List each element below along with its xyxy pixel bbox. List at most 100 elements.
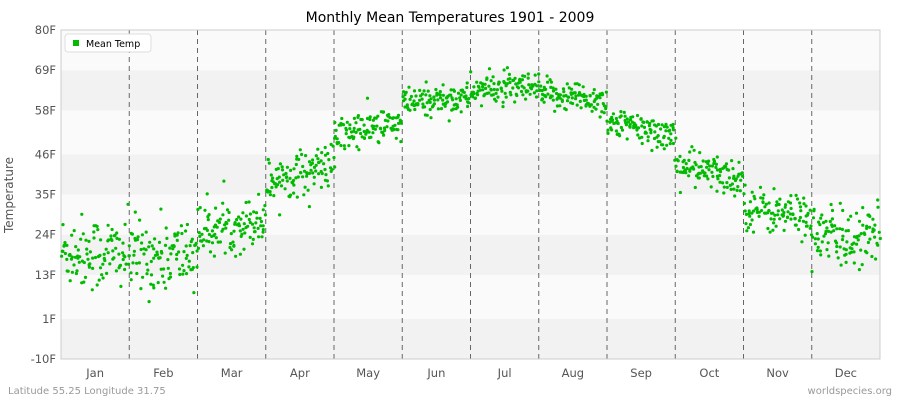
data-point (142, 252, 146, 256)
data-point (261, 230, 265, 234)
data-point (860, 263, 864, 267)
data-point (425, 101, 429, 105)
data-point (738, 189, 742, 193)
data-point (185, 253, 189, 257)
data-point (224, 226, 228, 230)
data-point (604, 90, 609, 94)
data-point (273, 182, 277, 186)
data-point (835, 241, 839, 245)
data-point (741, 174, 745, 178)
data-point (392, 127, 396, 131)
data-point (312, 175, 316, 179)
data-point (778, 217, 782, 221)
data-point (337, 141, 341, 145)
data-point (87, 265, 91, 269)
data-point (855, 242, 859, 246)
x-tick-label: Mar (221, 366, 243, 380)
data-point (322, 162, 326, 166)
data-point (296, 175, 300, 179)
data-point (144, 248, 148, 252)
data-point (63, 251, 67, 256)
data-point (155, 253, 159, 257)
y-tick-label: 1F (42, 312, 56, 326)
data-point (263, 204, 267, 208)
data-point (692, 148, 696, 152)
data-point (156, 281, 160, 285)
y-tick-label: 80F (35, 23, 56, 37)
data-point (746, 226, 751, 230)
data-point (115, 231, 119, 235)
data-point (139, 287, 143, 291)
data-point (294, 176, 298, 180)
data-point (184, 256, 188, 260)
data-point (248, 212, 252, 216)
data-point (237, 215, 241, 219)
data-point (782, 228, 786, 232)
data-point (279, 184, 284, 188)
data-point (335, 137, 339, 141)
data-point (452, 89, 456, 93)
data-point (660, 123, 664, 127)
data-point (852, 250, 856, 254)
data-point (646, 139, 650, 143)
data-point (394, 136, 398, 140)
data-point (724, 162, 729, 166)
data-point (141, 275, 145, 279)
data-point (434, 87, 438, 92)
data-point (614, 129, 619, 133)
data-point (294, 162, 298, 167)
data-point (606, 128, 610, 132)
data-point (649, 131, 653, 135)
data-point (119, 284, 123, 288)
data-point (675, 169, 679, 173)
data-point (832, 229, 836, 233)
data-point (133, 210, 137, 214)
data-point (213, 232, 217, 236)
data-point (665, 125, 669, 129)
data-point (151, 283, 155, 287)
data-point (798, 205, 803, 209)
data-point (381, 131, 385, 135)
data-point (85, 252, 89, 256)
data-point (276, 167, 280, 171)
data-point (181, 263, 185, 267)
data-point (499, 87, 503, 91)
data-point (391, 116, 396, 120)
data-point (168, 271, 172, 276)
data-point (254, 211, 259, 215)
data-point (668, 128, 672, 132)
data-point (472, 85, 476, 89)
data-point (271, 176, 275, 180)
data-point (809, 233, 814, 237)
data-point (234, 254, 238, 258)
data-point (626, 120, 631, 124)
data-point (99, 238, 103, 242)
data-point (114, 269, 118, 273)
data-point (74, 245, 78, 249)
data-point (620, 128, 625, 132)
data-point (352, 135, 356, 139)
data-point (65, 243, 69, 247)
data-point (811, 216, 816, 220)
data-point (101, 262, 105, 266)
data-point (68, 252, 72, 257)
data-point (483, 82, 487, 86)
data-point (742, 192, 746, 196)
data-point (123, 222, 127, 226)
data-point (553, 109, 557, 113)
y-tick-label: -10F (31, 352, 56, 366)
data-point (494, 91, 498, 95)
data-point (113, 233, 117, 237)
data-point (537, 80, 541, 84)
data-point (164, 226, 168, 230)
data-point (535, 89, 539, 93)
data-point (590, 109, 594, 113)
data-point (477, 85, 481, 89)
data-point (454, 97, 458, 101)
data-point (721, 181, 725, 185)
data-point (729, 187, 733, 191)
data-point (396, 128, 400, 132)
data-point (314, 169, 318, 173)
data-point (189, 240, 193, 244)
data-point (98, 253, 102, 257)
